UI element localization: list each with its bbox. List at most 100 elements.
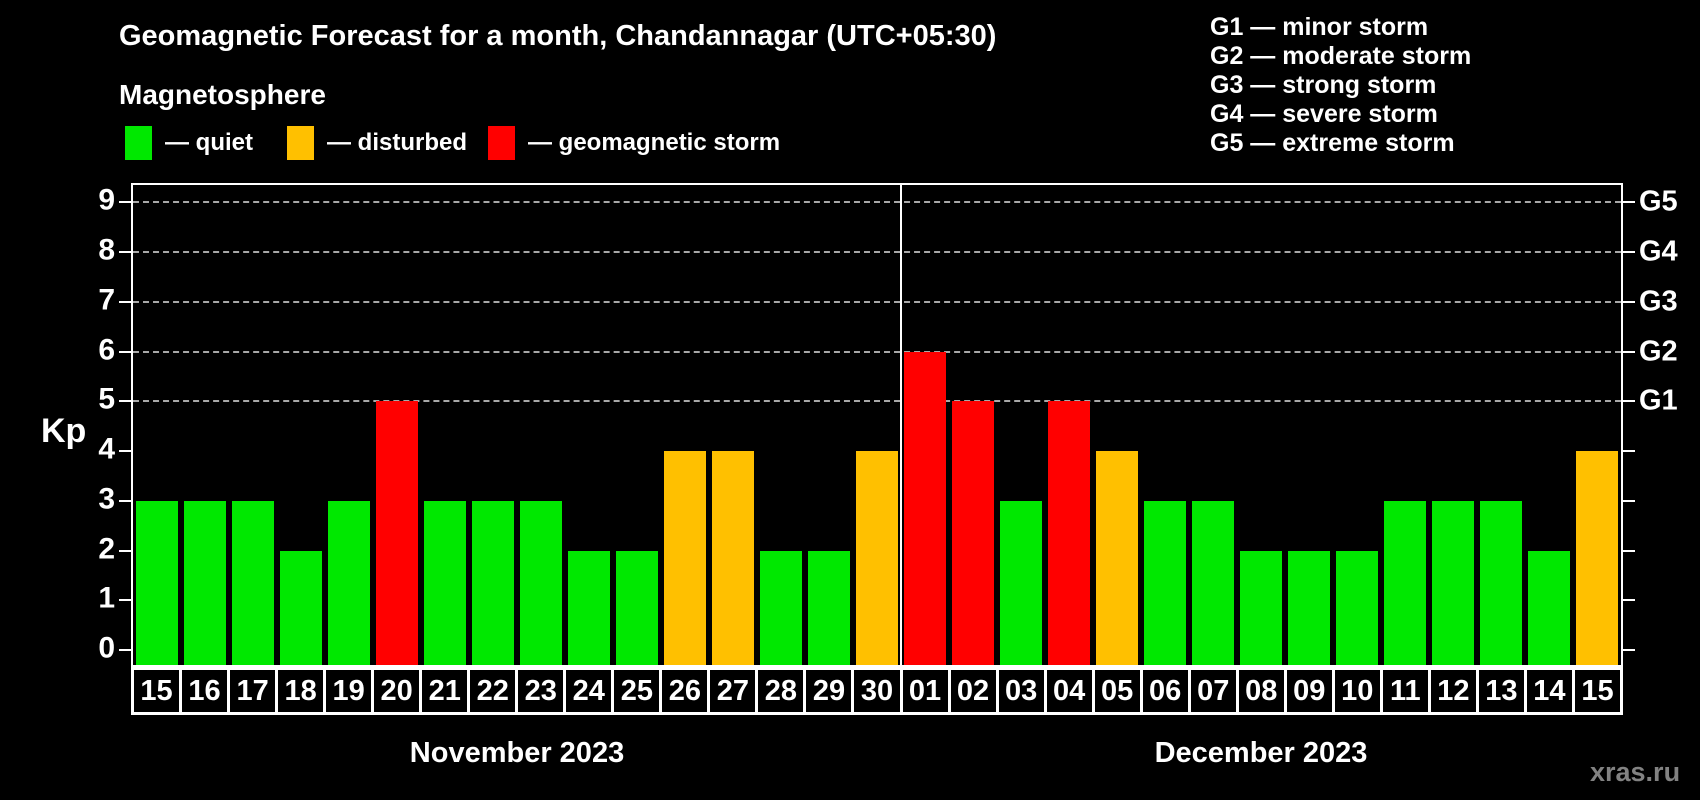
left-axis-tick-8 bbox=[119, 251, 131, 253]
left-axis-tick-6 bbox=[119, 350, 131, 353]
date-cell-03: 03 bbox=[995, 667, 1047, 715]
kp-bar-02 bbox=[952, 401, 994, 665]
date-cell-21: 21 bbox=[419, 667, 471, 715]
storm-color-swatch bbox=[488, 126, 515, 160]
kp-bar-30 bbox=[856, 451, 898, 665]
g3-legend-line: G3 — strong storm bbox=[1210, 71, 1437, 99]
date-cell-29: 29 bbox=[803, 667, 855, 715]
y-axis-title: Kp bbox=[41, 412, 87, 450]
date-cell-11: 11 bbox=[1379, 667, 1431, 715]
y-axis-tick-label-6: 6 bbox=[98, 333, 115, 367]
kp-bar-19 bbox=[328, 500, 370, 665]
g-scale-label-g4: G4 bbox=[1639, 235, 1678, 268]
month-label: December 2023 bbox=[1154, 737, 1368, 769]
left-axis-tick-4 bbox=[119, 450, 131, 452]
x-axis-date-row: 15 16 17 18 19 20 21 22 23 24 25 26 27 28 29 30 01 02 03 04… bbox=[131, 667, 1623, 715]
gridline-kp-7 bbox=[133, 300, 1621, 303]
legend-label-disturbed: — disturbed bbox=[327, 129, 468, 156]
date-cell-19: 19 bbox=[323, 667, 375, 715]
kp-bar-25 bbox=[616, 550, 658, 665]
g-scale-label-g5: G5 bbox=[1639, 185, 1678, 218]
kp-bar-11 bbox=[1384, 500, 1426, 665]
legend-item-storm: — geomagnetic storm bbox=[488, 126, 780, 160]
right-axis-tick-0 bbox=[1623, 649, 1635, 651]
kp-bar-15 bbox=[136, 500, 178, 665]
right-axis-tick-5 bbox=[1623, 400, 1635, 403]
date-cell-10: 10 bbox=[1331, 667, 1383, 715]
g-scale-label-g1: G1 bbox=[1639, 384, 1678, 417]
y-axis-tick-label-9: 9 bbox=[98, 183, 115, 217]
date-cell-20: 20 bbox=[371, 667, 423, 715]
kp-bar-16 bbox=[184, 500, 226, 665]
kp-bar-03 bbox=[1000, 500, 1042, 665]
date-cell-25: 25 bbox=[611, 667, 663, 715]
kp-bar-08 bbox=[1240, 550, 1282, 665]
legend-label-storm: — geomagnetic storm bbox=[528, 129, 781, 156]
quiet-color-swatch bbox=[125, 126, 152, 160]
date-cell-04: 04 bbox=[1043, 667, 1095, 715]
month-label: November 2023 bbox=[409, 737, 625, 769]
gridline-kp-6 bbox=[133, 350, 1621, 353]
right-axis-tick-8 bbox=[1623, 251, 1635, 253]
disturbed-color-swatch bbox=[287, 126, 314, 160]
g-scale-label-g3: G3 bbox=[1639, 285, 1678, 318]
y-axis-tick-label-0: 0 bbox=[98, 631, 115, 665]
date-cell-02: 02 bbox=[947, 667, 999, 715]
kp-bar-07 bbox=[1192, 500, 1234, 665]
date-cell-26: 26 bbox=[659, 667, 711, 715]
date-cell-30: 30 bbox=[851, 667, 903, 715]
y-axis-tick-label-3: 3 bbox=[98, 482, 115, 516]
kp-bar-26 bbox=[664, 451, 706, 665]
kp-bar-27 bbox=[712, 451, 754, 665]
left-axis-tick-2 bbox=[119, 549, 131, 552]
legend-item-quiet: — quiet bbox=[125, 126, 253, 160]
left-axis-tick-3 bbox=[119, 499, 131, 502]
chart-title: Geomagnetic Forecast for a month, Chanda… bbox=[119, 20, 997, 52]
date-cell-06: 06 bbox=[1139, 667, 1191, 715]
left-axis-tick-9 bbox=[119, 201, 131, 204]
kp-bar-10 bbox=[1336, 550, 1378, 665]
y-axis-tick-label-5: 5 bbox=[98, 382, 115, 416]
kp-bar-15 bbox=[1576, 451, 1618, 665]
g4-legend-line: G4 — severe storm bbox=[1210, 100, 1438, 128]
gridline-kp-5 bbox=[133, 400, 1621, 403]
date-cell-23: 23 bbox=[515, 667, 567, 715]
right-axis-tick-6 bbox=[1623, 350, 1635, 353]
kp-bar-24 bbox=[568, 550, 610, 665]
date-cell-05: 05 bbox=[1091, 667, 1143, 715]
left-axis-tick-5 bbox=[119, 400, 131, 403]
date-cell-07: 07 bbox=[1187, 667, 1239, 715]
kp-bar-13 bbox=[1480, 500, 1522, 665]
date-cell-18: 18 bbox=[275, 667, 327, 715]
kp-bar-28 bbox=[760, 550, 802, 665]
kp-bar-04 bbox=[1048, 401, 1090, 665]
chart-subtitle: Magnetosphere bbox=[119, 79, 326, 110]
left-axis-tick-0 bbox=[119, 649, 131, 651]
watermark: xras.ru bbox=[1590, 757, 1681, 787]
gridline-kp-9 bbox=[133, 201, 1621, 204]
right-axis-tick-3 bbox=[1623, 499, 1635, 502]
date-cell-13: 13 bbox=[1475, 667, 1527, 715]
date-cell-14: 14 bbox=[1523, 667, 1575, 715]
date-cell-16: 16 bbox=[179, 667, 231, 715]
date-cell-22: 22 bbox=[467, 667, 519, 715]
right-axis-tick-4 bbox=[1623, 450, 1635, 452]
kp-bar-22 bbox=[472, 500, 514, 665]
date-cell-15: 15 bbox=[131, 667, 183, 715]
storm-scale-legend: G1 — minor storm G2 — moderate storm G3 … bbox=[1210, 13, 1471, 158]
kp-bar-06 bbox=[1144, 500, 1186, 665]
kp-bar-14 bbox=[1528, 550, 1570, 665]
date-cell-08: 08 bbox=[1235, 667, 1287, 715]
kp-bar-23 bbox=[520, 500, 562, 665]
g5-legend-line: G5 — extreme storm bbox=[1210, 129, 1455, 157]
g2-legend-line: G2 — moderate storm bbox=[1210, 42, 1472, 70]
right-axis-tick-1 bbox=[1623, 599, 1635, 602]
legend-item-disturbed: — disturbed bbox=[287, 126, 467, 160]
month-separator bbox=[900, 185, 902, 665]
date-cell-28: 28 bbox=[755, 667, 807, 715]
kp-bar-18 bbox=[280, 550, 322, 665]
date-cell-24: 24 bbox=[563, 667, 615, 715]
right-axis-tick-2 bbox=[1623, 549, 1635, 552]
kp-bar-01 bbox=[904, 351, 946, 665]
